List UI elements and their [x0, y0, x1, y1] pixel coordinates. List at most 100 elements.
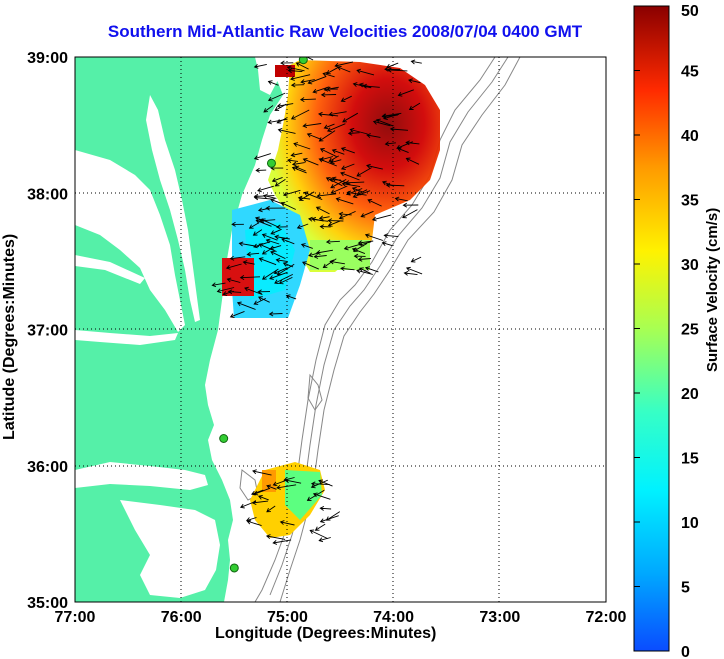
velocity-arrow [277, 127, 296, 134]
colorbar-tick-label: 50 [681, 3, 699, 20]
delaware-bay [255, 57, 280, 95]
velocity-arrow [385, 182, 405, 188]
velocity-arrow [248, 222, 260, 229]
velocity-arrow [238, 241, 260, 248]
velocity-arrow [231, 221, 244, 227]
velocity-arrow [344, 180, 365, 186]
velocity-arrow [328, 177, 341, 183]
velocity-arrow [372, 119, 391, 127]
velocity-arrow [282, 262, 294, 268]
velocity-arrow [257, 289, 271, 295]
velocity-arrow [250, 489, 264, 496]
velocity-arrow [270, 228, 282, 235]
x-tick-label: 76:00 [161, 609, 202, 626]
colorbar-tick-label: 30 [681, 257, 699, 274]
velocity-arrow [253, 487, 271, 496]
velocity-arrow [403, 270, 418, 276]
velocity-arrow [274, 273, 293, 284]
velocity-arrow [331, 148, 345, 155]
velocity-arrow [257, 495, 269, 501]
velocity-arrow [402, 209, 418, 219]
chesapeake-bay [75, 150, 185, 332]
velocity-arrow [347, 130, 360, 136]
velocity-arrow [410, 59, 422, 65]
velocity-arrow [261, 268, 279, 280]
velocity-arrow [367, 198, 382, 207]
colorbar-tick-label: 5 [681, 580, 690, 597]
velocity-arrow [342, 112, 359, 123]
velocity-arrow [336, 65, 351, 73]
velocity-arrow [397, 89, 414, 97]
velocity-arrow [319, 505, 332, 511]
velocity-arrow [246, 519, 262, 527]
velocity-arrow [340, 171, 360, 181]
velocity-vectors [211, 57, 423, 545]
velocity-arrow [252, 229, 263, 236]
velocity-arrow [276, 484, 297, 490]
velocity-arrow [405, 266, 423, 275]
velocity-arrow [253, 63, 267, 69]
velocity-arrow [286, 65, 305, 72]
velocity-arrow [274, 234, 290, 240]
river-potomac [75, 190, 150, 240]
velocity-arrow [270, 198, 285, 205]
velocity-arrow [309, 529, 328, 540]
velocity-arrow [402, 202, 419, 208]
velocity-arrow [226, 277, 241, 283]
colorbar-tick-label: 45 [681, 64, 699, 81]
x-tick-label: 73:00 [479, 609, 520, 626]
velocity-arrow [318, 479, 333, 487]
chart-title: Southern Mid-Atlantic Raw Velocities 200… [107, 22, 583, 41]
albemarle-sound [75, 462, 208, 490]
velocity-arrow [319, 156, 334, 162]
x-axis-label: Longitude (Degrees:Minutes) [215, 625, 437, 642]
station-marker [229, 563, 239, 573]
radar-stations [219, 57, 308, 573]
velocity-arrow [314, 523, 326, 531]
velocity-arrow [225, 263, 242, 270]
velocity-arrow [300, 243, 313, 249]
velocity-arrow [255, 219, 272, 227]
velocity-arrow [381, 241, 393, 247]
velocity-arrow [267, 118, 288, 125]
colorbar-tick-label: 35 [681, 193, 699, 210]
velocity-arrow [301, 261, 319, 270]
velocity-arrow [239, 275, 261, 280]
velocity-arrow [269, 271, 288, 280]
velocity-arrow [271, 176, 283, 183]
velocity-arrow [300, 79, 315, 85]
velocity-arrow [389, 126, 409, 132]
river-rappahannock [75, 255, 145, 284]
velocity-arrow [255, 167, 267, 173]
velocity-arrow [302, 123, 322, 129]
velocity-arrow [383, 113, 400, 121]
velocity-arrow [216, 287, 235, 294]
grid-lines [75, 57, 606, 602]
velocity-arrow [310, 479, 328, 489]
x-tick-label: 77:00 [55, 609, 96, 626]
y-tick-label: 37:00 [27, 323, 68, 340]
velocity-arrow [353, 253, 366, 259]
chesapeake-upper [146, 95, 200, 322]
velocity-arrow [405, 140, 420, 146]
velocity-patch-hatteras-green [285, 470, 322, 520]
y-tick-labels: 39:00 38:00 37:00 36:00 35:00 [27, 50, 68, 612]
velocity-arrow [316, 193, 337, 199]
velocity-arrow [229, 255, 246, 261]
station-marker [298, 57, 308, 65]
velocity-arrow [340, 266, 355, 272]
velocity-arrow [211, 282, 226, 288]
velocity-arrow [323, 123, 335, 130]
velocity-arrow [346, 190, 367, 196]
velocity-arrow [252, 469, 272, 476]
velocity-patch-hatteras-orange [262, 470, 276, 492]
velocity-arrow [281, 237, 295, 245]
velocity-arrow [263, 105, 274, 113]
velocity-arrow [318, 215, 330, 221]
velocity-arrow [384, 141, 396, 147]
velocity-arrow [267, 92, 286, 102]
velocity-arrow [293, 142, 311, 150]
colorbar-tick-label: 15 [681, 451, 699, 468]
velocity-arrow [279, 520, 295, 526]
